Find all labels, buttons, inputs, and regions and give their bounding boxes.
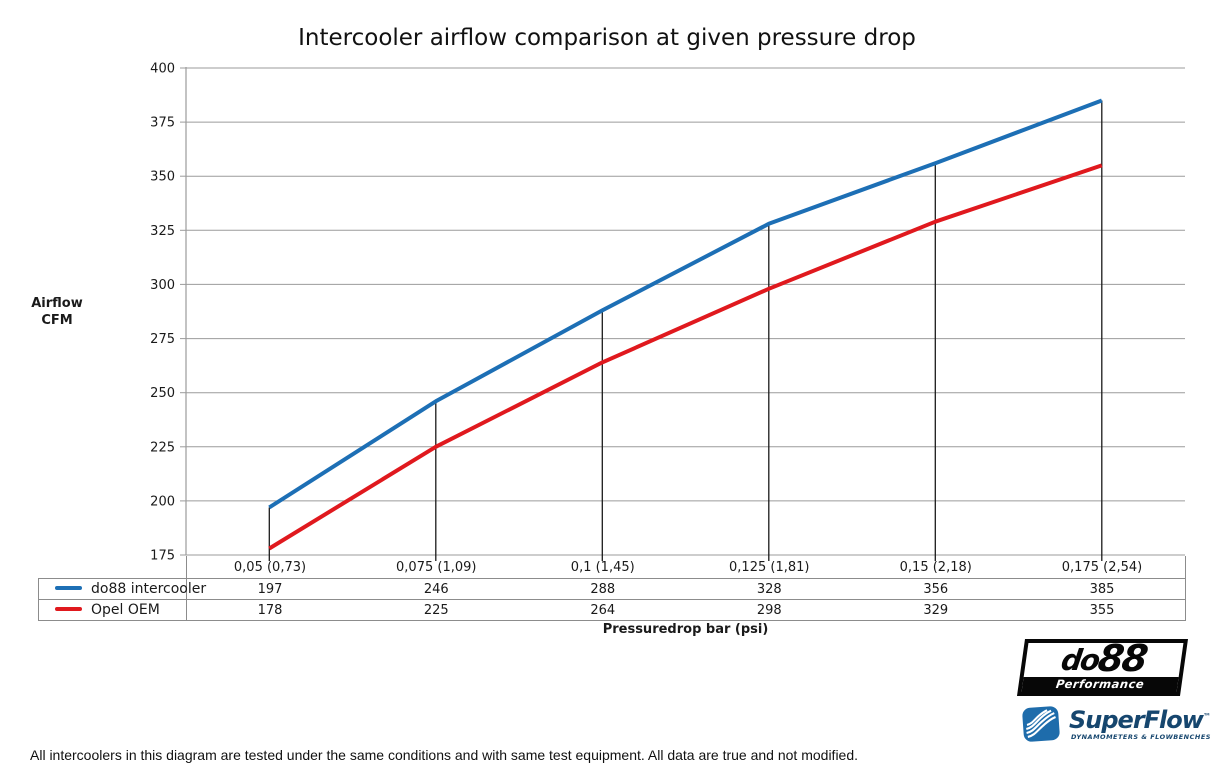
do88-logo-88: 88 bbox=[1095, 636, 1149, 680]
category-label: 0,125 (1,81) bbox=[686, 556, 853, 579]
series-line-opel-oem bbox=[268, 163, 1103, 551]
do88-logo-do: do bbox=[1059, 642, 1101, 677]
legend-label: Opel OEM bbox=[91, 602, 160, 618]
superflow-logo-text: SuperFlow™ bbox=[1069, 705, 1211, 734]
y-axis-title-line2: CFM bbox=[41, 313, 73, 328]
legend-item: Opel OEM bbox=[38, 599, 187, 621]
category-label: 0,05 (0,73) bbox=[186, 556, 353, 579]
do88-logo: do 88 Performance bbox=[1016, 636, 1189, 696]
y-tick-label: 350 bbox=[150, 170, 175, 185]
value-cell: 197 bbox=[186, 578, 353, 600]
superflow-logo-subtext: DYNAMOMETERS & FLOWBENCHES bbox=[1071, 732, 1211, 741]
series-line-do88-intercooler bbox=[268, 98, 1103, 510]
y-tick-label: 225 bbox=[150, 440, 175, 455]
table-row: do88 intercooler 197 246 288 328 356 385 bbox=[38, 578, 1186, 600]
category-row: 0,05 (0,73) 0,075 (1,09) 0,1 (1,45) 0,125 (… bbox=[38, 556, 1186, 579]
y-tick-label: 400 bbox=[150, 62, 175, 77]
chart-title: Intercooler airflow comparison at given … bbox=[298, 25, 916, 51]
legend-swatch bbox=[55, 606, 82, 611]
value-cell: 225 bbox=[353, 599, 520, 621]
y-tick-label: 250 bbox=[150, 386, 175, 401]
y-tick-label: 375 bbox=[150, 116, 175, 131]
do88-logo-subtext: Performance bbox=[1021, 677, 1179, 692]
value-cell: 298 bbox=[686, 599, 853, 621]
category-label: 0,175 (2,54) bbox=[1019, 556, 1186, 579]
table-corner-cell bbox=[38, 556, 187, 579]
superflow-text-block: SuperFlow™ DYNAMOMETERS & FLOWBENCHES bbox=[1069, 708, 1211, 741]
y-tick-label: 300 bbox=[150, 278, 175, 293]
y-tick-label: 200 bbox=[150, 494, 175, 509]
value-cell: 385 bbox=[1019, 578, 1186, 600]
value-cell: 329 bbox=[852, 599, 1019, 621]
superflow-logo: SuperFlow™ DYNAMOMETERS & FLOWBENCHES bbox=[1020, 703, 1211, 745]
y-axis-title-line1: Airflow bbox=[31, 296, 83, 311]
value-cell: 246 bbox=[353, 578, 520, 600]
footer-note: All intercoolers in this diagram are tes… bbox=[30, 747, 859, 763]
legend-item: do88 intercooler bbox=[38, 578, 206, 600]
category-label: 0,075 (1,09) bbox=[353, 556, 520, 579]
x-axis-title: Pressuredrop bar (psi) bbox=[602, 622, 769, 637]
superflow-wave-icon bbox=[1022, 706, 1060, 742]
do88-logo-text: do 88 bbox=[1024, 636, 1184, 680]
category-label: 0,1 (1,45) bbox=[519, 556, 686, 579]
value-cell: 355 bbox=[1019, 599, 1186, 621]
value-cell: 328 bbox=[686, 578, 853, 600]
data-table: 0,05 (0,73) 0,075 (1,09) 0,1 (1,45) 0,125 (… bbox=[38, 556, 1186, 621]
legend-label: do88 intercooler bbox=[91, 581, 207, 597]
value-cell: 356 bbox=[852, 578, 1019, 600]
table-row: Opel OEM 178 225 264 298 329 355 bbox=[38, 599, 1186, 621]
y-axis-title: Airflow CFM bbox=[26, 295, 88, 329]
superflow-tm: ™ bbox=[1202, 711, 1211, 721]
category-label: 0,15 (2,18) bbox=[852, 556, 1019, 579]
legend-swatch bbox=[55, 585, 82, 590]
y-tick-label: 325 bbox=[150, 224, 175, 239]
value-cell: 288 bbox=[519, 578, 686, 600]
value-cell: 264 bbox=[519, 599, 686, 621]
y-tick-label: 275 bbox=[150, 332, 175, 347]
value-cell: 178 bbox=[186, 599, 353, 621]
